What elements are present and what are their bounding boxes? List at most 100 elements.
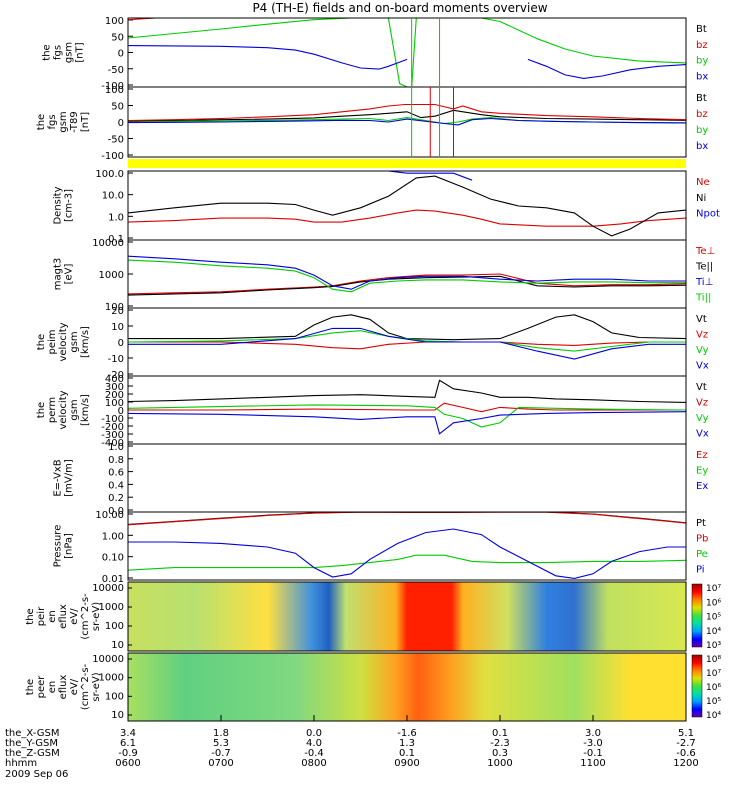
y-tick-label: 1.0 (108, 212, 124, 223)
legend-entry: Vz (696, 330, 708, 341)
y-label-line: the (25, 608, 36, 624)
y-label-line: [km/s] (80, 394, 91, 426)
y-label-line: the (36, 334, 47, 350)
x-row-value: 1.8 (213, 728, 229, 739)
y-label-line: gsm (58, 111, 69, 132)
x-row-value: 3.0 (585, 728, 601, 739)
legend-entry: Pb (696, 534, 708, 545)
colorbar-tick-label: 10⁴ (706, 627, 721, 637)
legend-entry: Ey (696, 466, 708, 477)
legend-entry: Vz (696, 398, 708, 409)
x-row-value: -2.7 (676, 738, 696, 749)
colorbar (691, 583, 703, 648)
y-tick-label: 0.0 (108, 506, 124, 517)
legend-entry: Ex (696, 481, 708, 492)
y-label-line: sr-eV) (91, 672, 102, 701)
y-label-line: velocity (58, 390, 69, 429)
x-row-value: -0.1 (583, 748, 603, 759)
y-tick-label: 1.00 (102, 531, 124, 542)
panel-frame (127, 86, 687, 158)
x-row-value: 0900 (394, 758, 419, 769)
y-label-line: perm (47, 397, 58, 423)
y-tick-label: 0.6 (108, 468, 124, 479)
x-row-value: 3.4 (120, 728, 136, 739)
y-tick-label: 0 (118, 49, 124, 60)
y-label-line: [nT] (80, 112, 91, 132)
panel-frame (127, 239, 687, 309)
y-label-line: [mV/m] (64, 459, 75, 497)
y-label-line: gsm (69, 331, 80, 352)
x-row-value: 1100 (580, 758, 605, 769)
colorbar-tick-label: 10⁵ (706, 613, 721, 623)
y-tick-label: 10000 (92, 238, 124, 249)
y-tick-label: 100 (105, 398, 124, 409)
panel-frame (127, 443, 687, 513)
y-label-line: [km/s] (80, 326, 91, 358)
x-row-value: 0.1 (492, 728, 508, 739)
y-tick-label: 0 (118, 338, 124, 349)
panel-frame (127, 170, 687, 241)
y-label-line: -T89 (69, 111, 80, 133)
series-line-bz (128, 103, 686, 122)
y-label-line: magt3 (53, 258, 64, 291)
y-axis-label: thepeirenefluxeV/(cm^2-s-sr-eV) (25, 593, 102, 640)
legend-entry: Bt (696, 24, 707, 35)
y-label-line: en (47, 681, 58, 694)
colorbar-tick-label: 10⁷ (706, 584, 721, 594)
y-tick-label: 0.1 (108, 234, 124, 245)
y-tick-label: -20 (108, 370, 124, 381)
x-row-value: -1.6 (397, 728, 417, 739)
y-label-line: E=-VxB (53, 459, 64, 496)
legend-entry: by (696, 56, 708, 67)
series-line-bx (128, 45, 686, 79)
legend-entry: Vx (696, 429, 709, 440)
x-row-value: 4.0 (306, 738, 322, 749)
y-axis-label: Pressure[nPa] (53, 525, 75, 568)
y-axis-label: thepermvelocitygsm[km/s] (36, 390, 91, 429)
y-label-line: (cm^2-s- (80, 663, 91, 710)
panel-frame (127, 511, 687, 581)
y-tick-label: 1.0 (108, 442, 124, 453)
series-line-Vy (128, 330, 686, 352)
y-tick-label: 0 (118, 118, 124, 129)
x-axis-labels: the_X-GSM 3.4 1.8 0.0 -1.6 0.1 3.0 5.1 the_Y-GSM… (5, 715, 699, 769)
panel-peim-velocity: thepeimvelocitygsm[km/s] 20 10 0 -10 -20 Vt Vz V… (36, 306, 709, 381)
series-line-Bt (128, 109, 686, 122)
x-row-value: 0600 (115, 758, 140, 769)
x-row-value: -0.4 (304, 748, 324, 759)
series-line-Te|| (128, 275, 686, 296)
y-tick-label: 1000 (99, 602, 124, 613)
panel-fgs: thefgsgsm[nT] 100 50 0 -50 -100 Bt bz by bx (42, 16, 709, 92)
legend-entry: Vx (696, 361, 709, 372)
series-line-Ti⊥ (128, 255, 686, 290)
y-tick-label: -100 (101, 151, 124, 162)
y-tick-label: -300 (101, 430, 124, 441)
y-tick-label: 100 (105, 691, 124, 702)
y-label-line: peim (47, 329, 58, 354)
series-line-bx (128, 117, 686, 126)
x-row-label: the_X-GSM (5, 728, 59, 739)
legend-entry: Vt (696, 314, 707, 325)
y-label-line: en (47, 610, 58, 623)
y-tick-label: 1000 (99, 673, 124, 684)
y-tick-label: 0.4 (108, 480, 124, 491)
yellow-separator-bar (128, 159, 686, 168)
x-row-value: -0.7 (211, 748, 231, 759)
legend-entry: Pe (696, 549, 708, 560)
panel-peer-spectrogram: thepeerenefluxeV/(cm^2-s-sr-eV) 10⁸ 10⁷ 10⁶… (25, 652, 721, 722)
legend-entry: Npot (696, 209, 720, 220)
y-label-line: fgs (53, 45, 64, 60)
y-tick-label: -200 (101, 422, 124, 433)
y-axis-label: thepeimvelocitygsm[km/s] (36, 322, 91, 361)
y-tick-label: 0 (118, 406, 124, 417)
figure-title: P4 (TH-E) fields and on-board moments ov… (252, 1, 547, 15)
legend-entry: Ne (696, 177, 710, 188)
colorbar-tick-label: 10⁴ (706, 711, 721, 721)
y-label-line: [eV] (64, 264, 75, 285)
y-label-line: velocity (58, 322, 69, 361)
colorbar-tick-label: 10⁷ (706, 669, 721, 679)
colorbar-tick-label: 10⁶ (706, 598, 721, 608)
panel-frame (127, 17, 687, 88)
x-row-value: 5.3 (213, 738, 229, 749)
